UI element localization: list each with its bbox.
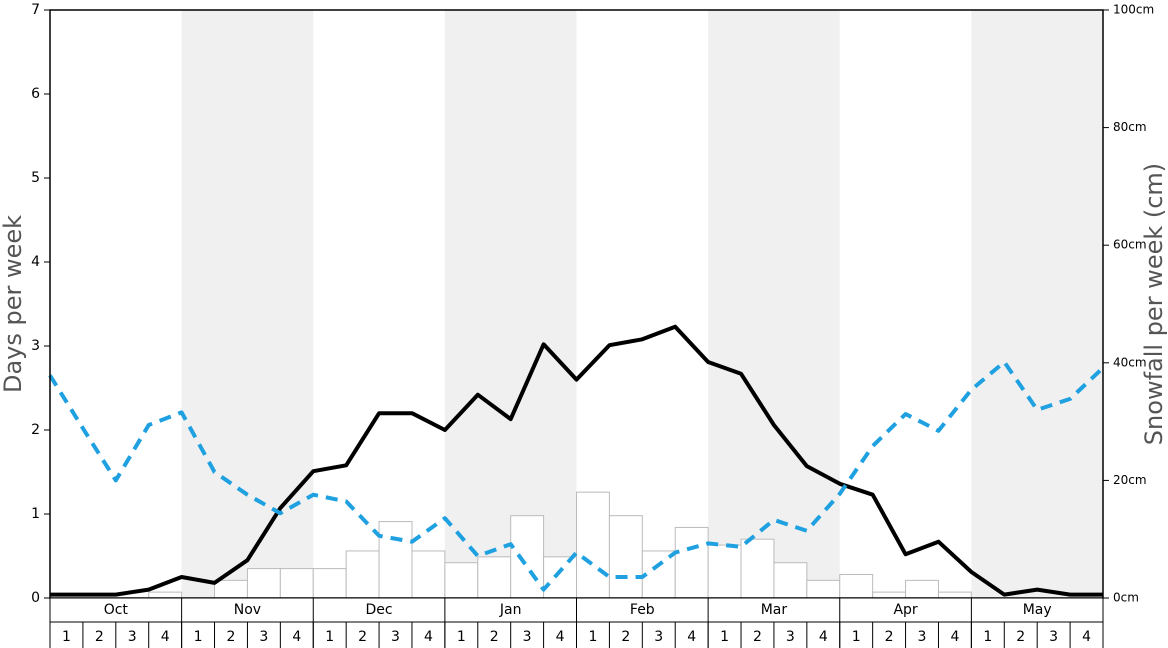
snowfall-bar: [279, 568, 314, 599]
y-tick-label: 4: [31, 254, 40, 270]
snowfall-bar: [905, 579, 939, 599]
y-tick-label: 0: [31, 590, 40, 606]
month-label: Jan: [499, 602, 522, 618]
snowfall-bar: [641, 550, 676, 599]
week-label: 1: [983, 629, 992, 645]
snowfall-bar: [477, 556, 512, 599]
month-band: [444, 10, 577, 598]
y2-tick-label: 0cm: [1113, 591, 1139, 605]
y-tick-label: 2: [31, 422, 40, 438]
week-label: 4: [687, 629, 696, 645]
week-label: 2: [753, 629, 762, 645]
snowfall-bar: [312, 568, 347, 599]
snowfall-bar: [707, 544, 742, 599]
snowfall-bar: [674, 526, 709, 599]
y-axis-title: Days per week: [0, 215, 27, 393]
month-label: Dec: [366, 602, 393, 618]
week-label: 4: [1082, 629, 1091, 645]
snowfall-bar: [510, 515, 545, 599]
week-label: 1: [457, 629, 466, 645]
snowfall-bar: [740, 538, 775, 599]
y-tick-label: 7: [31, 2, 40, 18]
snowfall-bar: [543, 556, 577, 599]
week-label: 2: [95, 629, 104, 645]
week-label: 1: [62, 629, 71, 645]
week-label: 3: [654, 629, 663, 645]
y-tick-label: 3: [31, 338, 40, 354]
month-band: [708, 10, 840, 598]
week-label: 2: [490, 629, 499, 645]
month-label: Apr: [893, 602, 917, 618]
y2-axis-title: Snowfall per week (cm): [1140, 163, 1168, 445]
y-tick-label: 6: [31, 86, 40, 102]
month-band: [971, 10, 1103, 598]
snowfall-bar: [246, 568, 281, 599]
snowfall-bar: [608, 515, 643, 599]
week-label: 2: [621, 629, 630, 645]
snowfall-bar: [444, 562, 479, 599]
week-label: 1: [852, 629, 861, 645]
y2-tick-label: 80cm: [1113, 120, 1147, 134]
week-label: 4: [424, 629, 433, 645]
week-label: 4: [161, 629, 170, 645]
y2-tick-label: 60cm: [1113, 238, 1147, 252]
week-label: 2: [1016, 629, 1025, 645]
week-label: 4: [556, 629, 565, 645]
snowfall-bar: [576, 491, 610, 599]
month-label: Mar: [761, 602, 788, 618]
y-tick-label: 5: [31, 170, 40, 186]
week-label: 1: [325, 629, 334, 645]
snowfall-bar: [411, 550, 446, 599]
week-label: 2: [358, 629, 367, 645]
snowfall-bar: [378, 521, 413, 599]
snowfall-bar: [872, 591, 907, 599]
snowfall-bar: [773, 562, 808, 599]
week-label: 4: [292, 629, 301, 645]
week-label: 2: [885, 629, 894, 645]
week-label: 2: [227, 629, 236, 645]
days-line: [50, 324, 1103, 597]
week-label: 1: [194, 629, 203, 645]
snowfall-bar: [806, 579, 841, 599]
snowfall-bar: [937, 591, 972, 599]
days-line: [48, 360, 1105, 592]
week-label: 3: [523, 629, 532, 645]
month-label: Oct: [104, 602, 129, 618]
week-label: 3: [259, 629, 268, 645]
y2-tick-label: 100cm: [1113, 3, 1154, 17]
month-label: May: [1023, 602, 1052, 618]
y2-tick-label: 20cm: [1113, 473, 1147, 487]
week-label: 3: [1049, 629, 1058, 645]
week-label: 1: [588, 629, 597, 645]
snowfall-bar: [148, 591, 183, 599]
snowfall-bar: [839, 573, 874, 599]
snowfall-bar: [345, 550, 380, 599]
month-band: [181, 10, 314, 598]
week-label: 4: [819, 629, 828, 645]
snowfall-bar: [214, 579, 248, 599]
y2-tick-label: 40cm: [1113, 355, 1147, 369]
week-label: 3: [128, 629, 137, 645]
week-label: 3: [391, 629, 400, 645]
week-label: 1: [720, 629, 729, 645]
month-label: Nov: [234, 602, 261, 618]
week-label: 3: [918, 629, 927, 645]
week-label: 3: [786, 629, 795, 645]
month-label: Feb: [630, 602, 655, 618]
y-tick-label: 1: [31, 506, 40, 522]
week-label: 4: [950, 629, 959, 645]
